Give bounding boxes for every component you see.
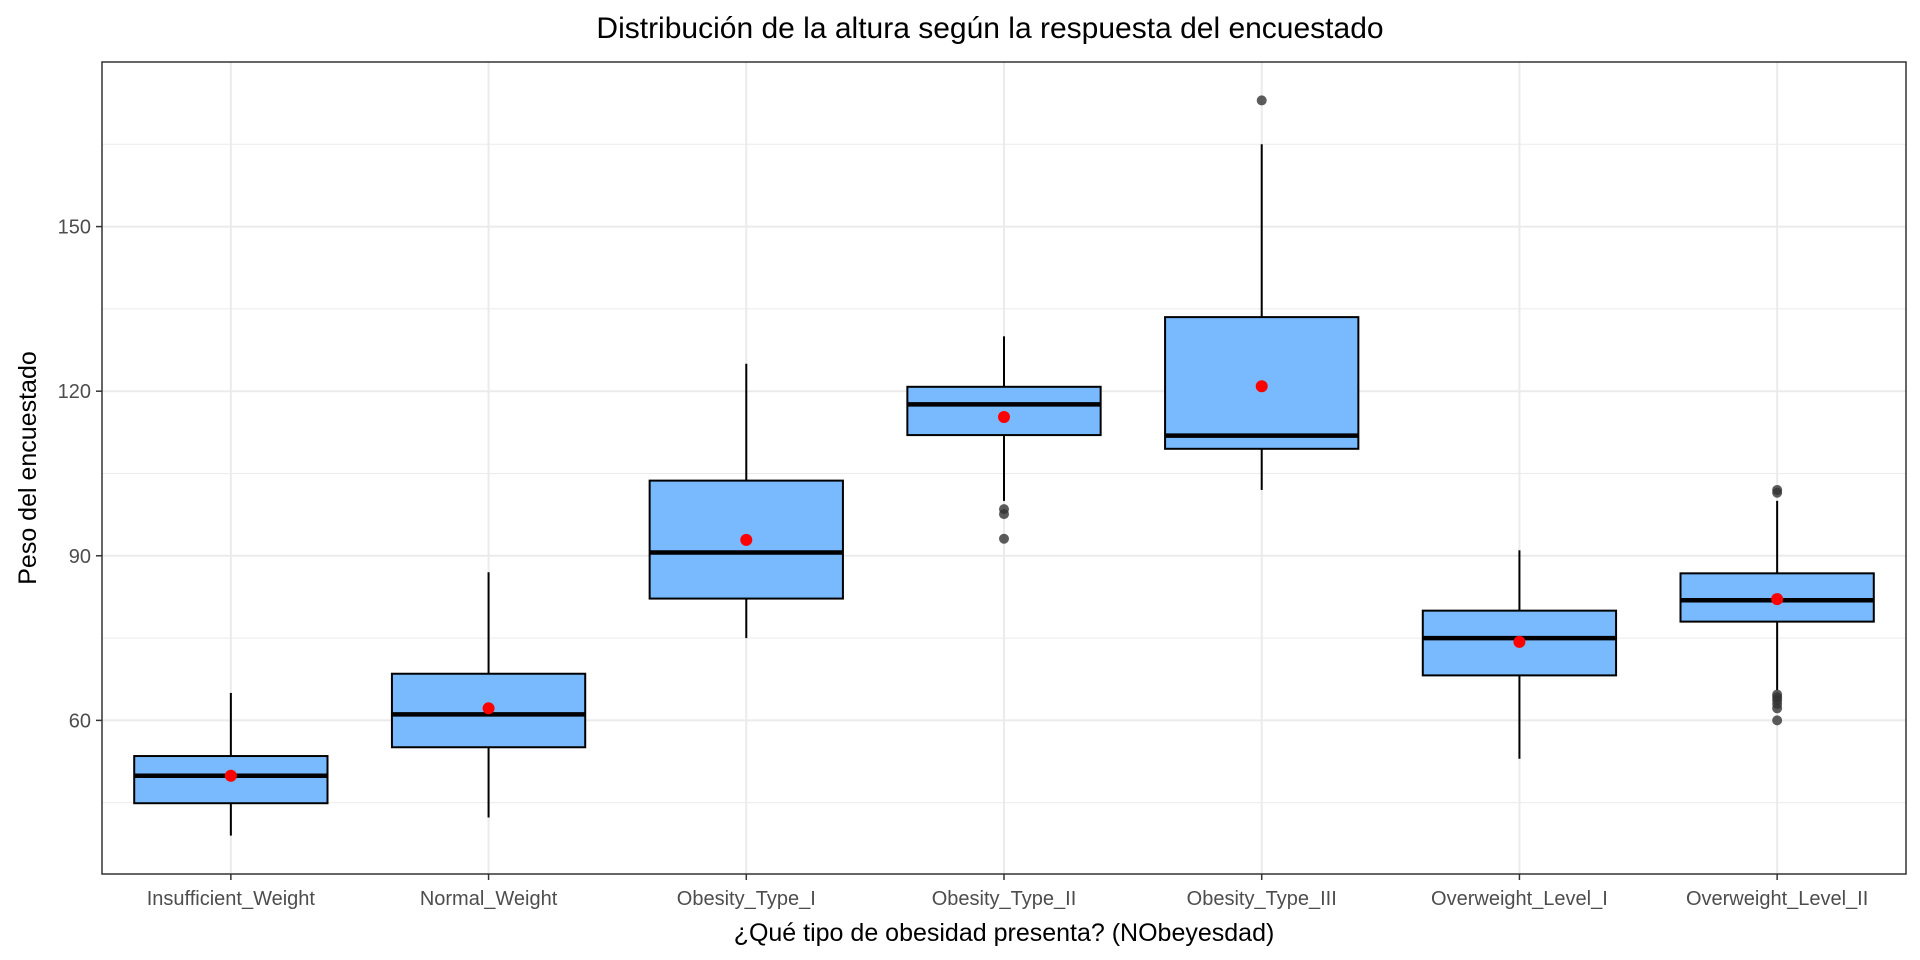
box-Obesity_Type_III <box>1164 95 1360 490</box>
x-tick-label: Overweight_Level_II <box>1686 888 1868 910</box>
mean-point <box>740 533 753 546</box>
box-iqr <box>906 385 1102 437</box>
box-Overweight_Level_I <box>1421 550 1618 759</box>
mean-point <box>482 702 495 715</box>
y-tick-label: 90 <box>69 546 91 568</box>
y-tick-label: 150 <box>58 217 91 239</box>
x-tick-label: Obesity_Type_III <box>1187 888 1337 910</box>
chart-title: Distribución de la altura según la respu… <box>596 12 1383 45</box>
x-tick-label: Obesity_Type_II <box>932 888 1077 910</box>
box-Insufficient_Weight <box>133 692 329 836</box>
outlier-point <box>999 533 1009 544</box>
y-axis-title: Peso del encuestado <box>14 351 42 585</box>
mean-point <box>998 410 1010 423</box>
outlier-point <box>999 509 1009 520</box>
mean-point <box>1771 593 1784 606</box>
x-tick-label: Obesity_Type_I <box>677 888 816 910</box>
x-tick-label: Overweight_Level_I <box>1431 888 1608 910</box>
outlier-point <box>1256 95 1267 106</box>
box-Obesity_Type_II <box>906 336 1102 544</box>
mean-point <box>224 769 237 782</box>
mean-point <box>1255 380 1268 393</box>
box-Normal_Weight <box>390 572 587 818</box>
outlier-point <box>1772 703 1783 714</box>
box-Overweight_Level_II <box>1679 484 1875 726</box>
x-axis-title: ¿Qué tipo de obesidad presenta? (NObeyes… <box>734 919 1275 947</box>
outlier-point <box>1772 715 1783 726</box>
y-tick-label: 120 <box>58 381 91 403</box>
x-axis: Insufficient_Weight Normal_Weight Obesity_… <box>147 874 1868 910</box>
y-axis: 60 90 120 150 <box>58 217 102 732</box>
x-tick-label: Normal_Weight <box>420 888 558 910</box>
y-tick-label: 60 <box>69 710 91 732</box>
x-tick-label: Insufficient_Weight <box>147 888 316 910</box>
box-Obesity_Type_I <box>648 363 844 639</box>
outlier-point <box>1772 487 1783 498</box>
boxes <box>133 95 1875 836</box>
mean-point <box>1513 635 1526 648</box>
